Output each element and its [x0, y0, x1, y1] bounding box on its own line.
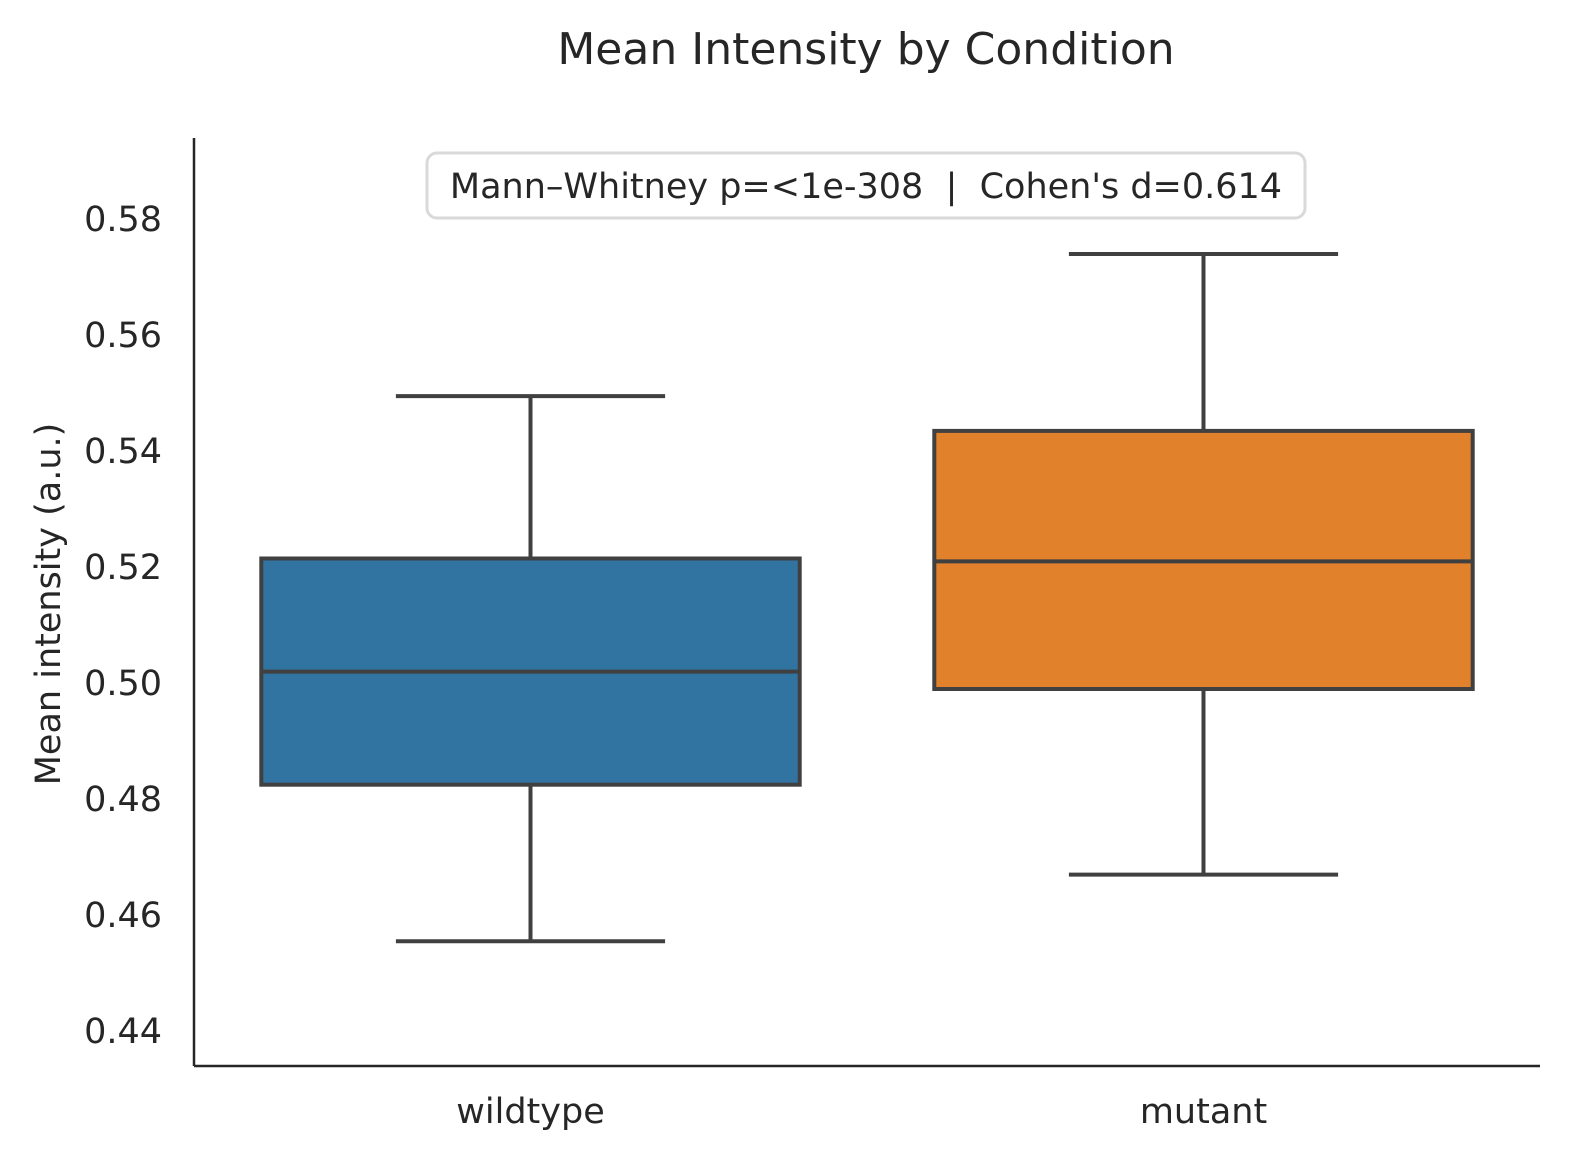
chart-title: Mean Intensity by Condition	[557, 24, 1174, 75]
annotation-box: Mann–Whitney p=<1e-308 | Cohen's d=0.614	[425, 151, 1307, 220]
box-wildtype	[259, 394, 802, 944]
y-tick-label: 0.44	[84, 1012, 162, 1052]
y-tick-label: 0.48	[84, 780, 162, 820]
y-axis-label: Mean intensity (a.u.)	[29, 423, 69, 786]
y-tick-label: 0.54	[84, 432, 162, 472]
x-tick-label: mutant	[1140, 1092, 1267, 1132]
y-tick-label: 0.58	[84, 200, 162, 240]
plot-area	[259, 252, 1475, 944]
y-tick-label: 0.50	[84, 664, 162, 704]
y-tick-label: 0.56	[84, 316, 162, 356]
x-tick-label: wildtype	[456, 1092, 604, 1132]
y-tick-label: 0.46	[84, 896, 162, 936]
stats-annotation: Mann–Whitney p=<1e-308 | Cohen's d=0.614	[450, 167, 1282, 207]
box-mutant	[932, 252, 1475, 877]
y-tick-label: 0.52	[84, 548, 162, 588]
